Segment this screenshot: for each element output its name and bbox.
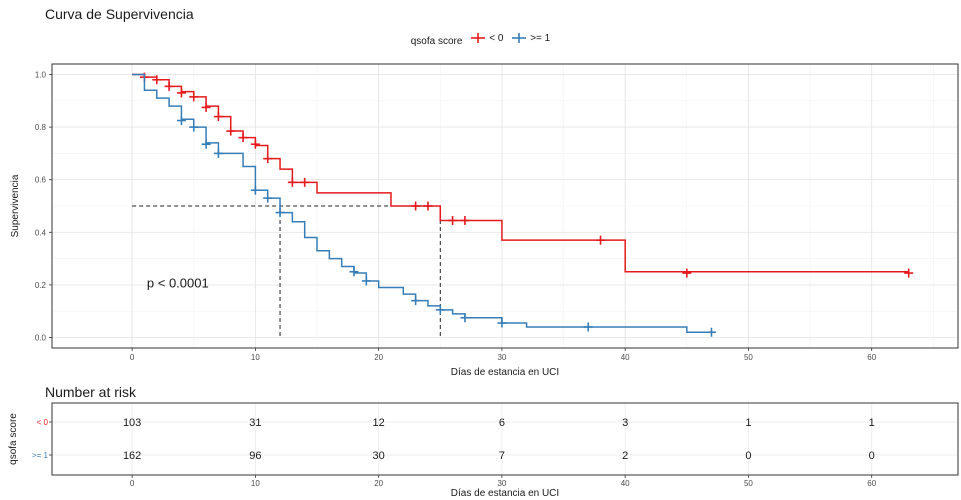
- censor-mark-series-1: [201, 139, 211, 149]
- risk-cell: 3: [622, 417, 628, 429]
- legend-title: qsofa score: [410, 36, 463, 47]
- censor-mark-series-0: [904, 268, 914, 278]
- censor-mark-series-1: [460, 313, 470, 323]
- censor-mark-series-0: [189, 92, 199, 102]
- censor-mark-series-0: [263, 154, 273, 164]
- legend-item-ge1: >= 1: [512, 32, 550, 44]
- risk-x-tick-label: 60: [867, 479, 876, 488]
- risk-cell: 31: [249, 417, 261, 429]
- censor-mark-series-1: [583, 322, 593, 332]
- risk-x-tick-label: 20: [374, 479, 383, 488]
- censor-mark-series-0: [238, 133, 248, 143]
- censor-mark-series-1: [275, 208, 285, 218]
- risk-cell: 96: [249, 450, 261, 462]
- plot-border: [51, 63, 959, 349]
- censor-mark-series-1: [263, 193, 273, 203]
- legend: qsofa score < 0 >= 1: [0, 32, 961, 48]
- censor-mark-series-1: [250, 185, 260, 195]
- x-tick-label: 10: [251, 353, 260, 362]
- y-axis-label: Supervivencia: [10, 174, 21, 237]
- x-tick-label: 0: [130, 353, 135, 362]
- censor-mark-series-0: [300, 177, 310, 187]
- censor-mark-series-1: [213, 148, 223, 158]
- risk-table-border: [51, 402, 959, 476]
- risk-row-label: < 0: [37, 418, 49, 427]
- risk-x-tick-label: 50: [744, 479, 753, 488]
- risk-cell: 12: [373, 417, 385, 429]
- censor-mark-series-0: [176, 88, 186, 98]
- risk-x-tick-label: 0: [130, 479, 135, 488]
- risk-cell: 30: [373, 450, 385, 462]
- risk-cell: 1: [745, 417, 751, 429]
- censor-mark-series-0: [201, 102, 211, 112]
- censor-mark-series-1: [497, 318, 507, 328]
- censor-mark-series-1: [706, 327, 716, 337]
- x-axis-label: Días de estancia en UCI: [451, 367, 559, 378]
- censor-mark-series-1: [349, 267, 359, 277]
- risk-x-tick-label: 40: [621, 479, 630, 488]
- censor-mark-series-0: [682, 268, 692, 278]
- x-tick-label: 50: [744, 353, 753, 362]
- risk-cell: 103: [123, 417, 141, 429]
- legend-label-ge1: >= 1: [530, 32, 551, 44]
- censor-mark-series-1: [411, 296, 421, 306]
- risk-cell: 162: [123, 450, 141, 462]
- risk-cell: 0: [745, 450, 751, 462]
- censor-mark-series-0: [213, 112, 223, 122]
- risk-cell: 7: [499, 450, 505, 462]
- risk-cell: 2: [622, 450, 628, 462]
- risk-cell: 0: [869, 450, 875, 462]
- legend-swatch-ge1: [512, 33, 527, 43]
- censor-mark-series-1: [361, 276, 371, 286]
- x-tick-label: 30: [497, 353, 506, 362]
- risk-table-title: Number at risk: [45, 384, 137, 400]
- y-tick-label: 0.6: [35, 176, 47, 185]
- risk-x-axis-label: Días de estancia en UCI: [451, 488, 559, 499]
- y-tick-label: 0.4: [35, 228, 47, 237]
- censor-mark-series-0: [460, 215, 470, 225]
- y-tick-label: 1.0: [35, 71, 47, 80]
- censor-mark-series-0: [448, 215, 458, 225]
- censor-mark-series-0: [423, 201, 433, 211]
- censor-mark-series-1: [435, 305, 445, 315]
- censor-mark-series-0: [287, 177, 297, 187]
- risk-cell: 6: [499, 417, 505, 429]
- censor-mark-series-0: [411, 201, 421, 211]
- risk-x-tick-label: 30: [497, 479, 506, 488]
- censor-mark-series-1: [176, 116, 186, 126]
- y-tick-label: 0.2: [35, 281, 47, 290]
- legend-label-lt0: < 0: [489, 32, 504, 44]
- p-value-annotation: p < 0.0001: [147, 276, 209, 291]
- survival-chart: 0 10 20 30 40 50 60 0.0 0.2 0.4 0.6 0.8 1.0 Días de e…: [10, 63, 959, 378]
- legend-swatch-lt0: [471, 33, 486, 43]
- y-tick-label: 0.8: [35, 123, 47, 132]
- censor-mark-series-0: [164, 81, 174, 91]
- risk-row-label: >= 1: [32, 451, 49, 460]
- censor-mark-series-0: [596, 235, 606, 245]
- x-tick-label: 20: [374, 353, 383, 362]
- x-tick-label: 60: [867, 353, 876, 362]
- chart-title: Curva de Supervivencia: [45, 6, 194, 22]
- risk-y-axis-label: qsofa score: [8, 413, 19, 465]
- censor-mark-series-0: [250, 139, 260, 149]
- legend-item-lt0: < 0: [471, 32, 503, 44]
- x-tick-label: 40: [621, 353, 630, 362]
- y-tick-label: 0.0: [35, 333, 47, 342]
- censor-mark-series-0: [226, 126, 236, 136]
- censor-mark-series-0: [152, 75, 162, 85]
- censor-mark-series-1: [189, 122, 199, 132]
- risk-cell: 1: [869, 417, 875, 429]
- risk-x-tick-label: 10: [251, 479, 260, 488]
